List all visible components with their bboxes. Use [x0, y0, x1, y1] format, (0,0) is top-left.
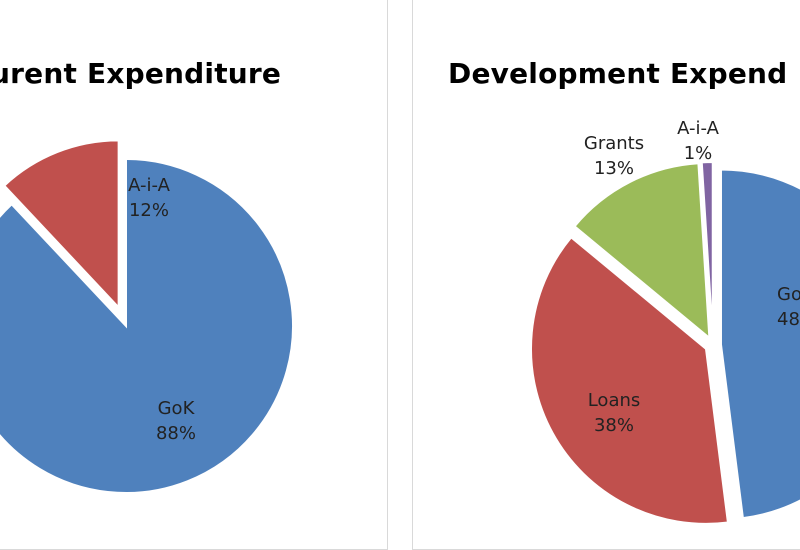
label-grants-development: Grants 13%	[564, 131, 664, 181]
recurrent-slice-gok	[0, 157, 294, 494]
label-gok-development-name: Go	[777, 284, 800, 305]
development-pie-svg	[529, 161, 800, 525]
label-gok-recurrent: GoK 88%	[126, 396, 226, 446]
development-slice-a-i-a	[700, 161, 714, 338]
recurrent-slice-a-i-a	[2, 139, 120, 310]
label-gok-recurrent-name: GoK	[157, 398, 195, 419]
label-aia-recurrent-percent: 12%	[128, 200, 169, 221]
label-aia-development-name: A-i-A	[677, 118, 719, 139]
label-aia-recurrent: A-i-A 12%	[99, 173, 199, 223]
label-aia-development: A-i-A 1%	[648, 116, 748, 166]
development-expenditure-chart: Development Expend Grants 13% A-i-A 1% L…	[412, 0, 800, 550]
label-loans-development-percent: 38%	[593, 415, 634, 436]
development-chart-title: Development Expend	[448, 57, 788, 90]
development-slice-grants	[573, 162, 711, 341]
recurrent-expenditure-chart: urent Expenditure A-i-A 12% GoK 88%	[0, 0, 388, 550]
label-gok-recurrent-percent: 88%	[155, 423, 196, 444]
development-slice-loans	[529, 235, 730, 525]
label-aia-recurrent-name: A-i-A	[128, 175, 170, 196]
label-aia-development-percent: 1%	[683, 143, 713, 164]
recurrent-chart-title: urent Expenditure	[0, 57, 282, 90]
label-gok-development: Go 48	[777, 282, 800, 332]
label-grants-development-percent: 13%	[593, 158, 634, 179]
recurrent-pie-svg	[0, 139, 294, 494]
label-loans-development: Loans 38%	[564, 388, 664, 438]
label-loans-development-name: Loans	[587, 390, 641, 411]
development-slice-gok	[719, 168, 800, 520]
label-grants-development-name: Grants	[583, 133, 645, 154]
label-gok-development-percent: 48	[777, 309, 800, 330]
